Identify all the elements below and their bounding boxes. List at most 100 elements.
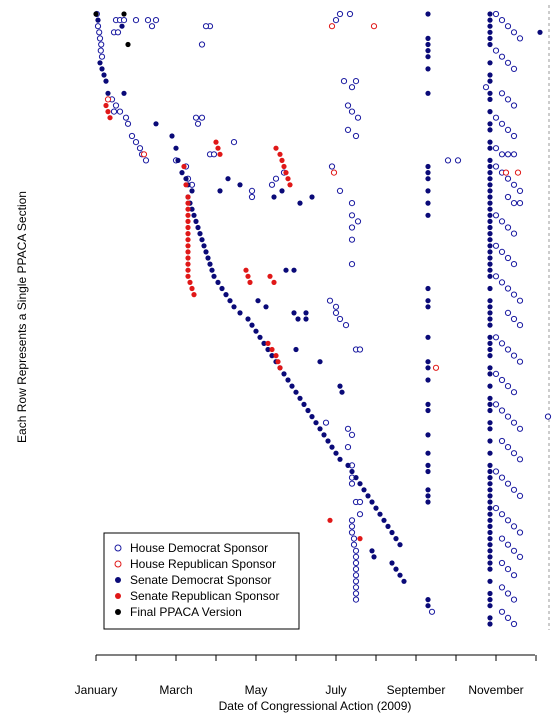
data-point bbox=[492, 145, 500, 152]
data-point bbox=[348, 261, 356, 268]
data-point bbox=[425, 493, 431, 499]
data-point bbox=[132, 17, 140, 24]
data-point bbox=[336, 10, 344, 18]
data-point bbox=[101, 72, 107, 78]
data-point bbox=[487, 243, 493, 249]
data-point bbox=[516, 553, 524, 561]
data-point bbox=[350, 535, 358, 542]
data-points bbox=[93, 10, 552, 628]
data-point bbox=[110, 108, 118, 115]
data-point bbox=[487, 60, 493, 66]
data-point bbox=[487, 590, 493, 597]
data-point bbox=[275, 359, 281, 365]
data-point bbox=[492, 242, 500, 249]
data-point bbox=[283, 170, 289, 176]
legend-label: Final PPACA Version bbox=[130, 605, 242, 619]
data-point bbox=[185, 243, 191, 249]
data-point bbox=[128, 132, 136, 140]
data-point bbox=[487, 475, 493, 481]
data-point bbox=[103, 102, 109, 109]
data-point bbox=[328, 163, 336, 170]
data-point bbox=[105, 90, 111, 96]
data-point bbox=[249, 322, 255, 328]
data-point bbox=[510, 181, 518, 188]
x-tick-label: January bbox=[75, 683, 118, 697]
data-point bbox=[487, 78, 493, 84]
data-point bbox=[516, 200, 524, 207]
data-point bbox=[185, 224, 191, 231]
data-point bbox=[487, 566, 493, 572]
data-point bbox=[487, 145, 493, 151]
data-point bbox=[425, 200, 431, 206]
data-point bbox=[487, 72, 493, 78]
data-point bbox=[348, 236, 356, 243]
data-point bbox=[487, 383, 493, 389]
data-point bbox=[247, 279, 253, 285]
data-point bbox=[504, 224, 512, 231]
data-point bbox=[198, 114, 206, 121]
data-point bbox=[425, 468, 431, 475]
data-point bbox=[487, 285, 493, 292]
data-point bbox=[373, 505, 379, 511]
data-point bbox=[482, 84, 490, 91]
data-point bbox=[425, 35, 431, 42]
data-point bbox=[192, 114, 200, 121]
data-point bbox=[510, 132, 518, 140]
data-point bbox=[487, 29, 493, 35]
data-point bbox=[425, 401, 431, 407]
data-point bbox=[425, 285, 431, 292]
data-point bbox=[344, 102, 352, 109]
data-point bbox=[487, 267, 493, 273]
data-point bbox=[487, 340, 493, 346]
data-point bbox=[487, 316, 493, 322]
data-point bbox=[245, 316, 251, 322]
data-point bbox=[303, 310, 309, 316]
data-point bbox=[191, 212, 197, 218]
data-point bbox=[352, 547, 360, 554]
data-point bbox=[487, 249, 493, 255]
data-point bbox=[510, 389, 518, 396]
data-point bbox=[281, 371, 287, 377]
data-point bbox=[369, 499, 375, 505]
data-point bbox=[487, 182, 493, 188]
data-point bbox=[510, 486, 518, 493]
x-tick-label: November bbox=[468, 683, 523, 697]
data-point bbox=[487, 346, 493, 353]
data-point bbox=[297, 200, 303, 206]
data-point bbox=[267, 273, 273, 279]
data-point bbox=[268, 181, 276, 188]
data-point bbox=[193, 218, 199, 224]
data-point bbox=[329, 444, 335, 450]
data-point bbox=[516, 529, 524, 536]
data-point bbox=[348, 200, 356, 207]
data-point bbox=[425, 603, 431, 609]
data-point bbox=[344, 126, 352, 133]
data-point bbox=[227, 298, 233, 304]
data-point bbox=[487, 121, 493, 127]
data-point bbox=[185, 237, 191, 243]
data-point bbox=[352, 590, 360, 597]
data-point bbox=[93, 11, 99, 17]
data-point bbox=[361, 487, 367, 493]
data-point bbox=[425, 11, 431, 17]
data-point bbox=[487, 261, 493, 267]
data-point bbox=[425, 54, 431, 60]
data-point bbox=[487, 176, 493, 182]
data-point bbox=[317, 426, 323, 432]
data-point bbox=[255, 298, 261, 304]
data-point bbox=[498, 535, 506, 542]
data-point bbox=[425, 48, 431, 54]
data-point bbox=[277, 365, 283, 371]
y-axis-label-group: Each Row Represents a Single PPACA Secti… bbox=[15, 191, 29, 443]
data-point bbox=[148, 23, 156, 30]
data-point bbox=[425, 163, 431, 170]
data-point bbox=[245, 273, 251, 279]
legend: House Democrat Sponsor House Republican S… bbox=[103, 532, 300, 630]
data-point bbox=[96, 35, 104, 42]
data-point bbox=[504, 444, 512, 451]
legend-label: Senate Democrat Sponsor bbox=[130, 573, 271, 587]
data-point bbox=[327, 517, 333, 523]
data-point bbox=[487, 603, 493, 609]
data-point bbox=[425, 597, 431, 603]
